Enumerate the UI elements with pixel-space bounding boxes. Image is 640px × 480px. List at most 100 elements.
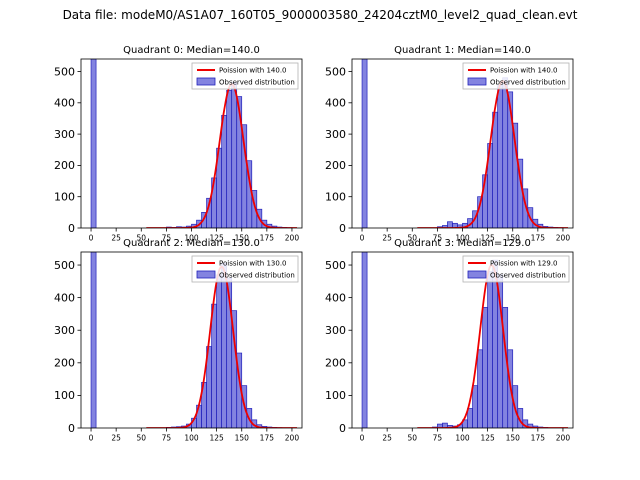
hist-bar <box>467 408 473 428</box>
x-tick-label: 50 <box>136 434 146 443</box>
hist-bar <box>472 385 478 428</box>
hist-bar <box>502 77 509 228</box>
y-tick-label: 300 <box>54 324 75 337</box>
x-tick-label: 125 <box>480 434 495 443</box>
x-tick-label: 0 <box>360 434 365 443</box>
x-tick-label: 75 <box>162 234 172 243</box>
plot-area <box>90 59 297 228</box>
hist-bar <box>221 263 228 428</box>
hist-bar <box>90 59 97 228</box>
hist-bar <box>492 111 499 228</box>
figure-title: Data file: modeM0/AS1A07_160T05_90000035… <box>62 8 578 22</box>
y-tick-label: 0 <box>339 422 346 435</box>
subplot-title: Quadrant 3: Median=129.0 <box>394 238 531 249</box>
x-tick-label: 150 <box>235 434 250 443</box>
quadrant-3-plot: Quadrant 3: Median=129.0 0 25 50 75 100 125 15… <box>325 238 574 443</box>
x-tick-label: 25 <box>111 234 121 243</box>
x-tick-label: 25 <box>111 434 121 443</box>
y-tick-label: 400 <box>325 291 346 304</box>
x-tick-label: 75 <box>433 234 443 243</box>
x-tick-label: 175 <box>531 434 546 443</box>
y-tick-label: 0 <box>68 422 75 435</box>
x-tick-label: 150 <box>506 234 521 243</box>
x-tick-label: 200 <box>285 234 300 243</box>
hist-bar <box>211 303 217 428</box>
x-tick-label: 75 <box>162 434 172 443</box>
x-tick-label: 0 <box>89 234 94 243</box>
y-tick-label: 500 <box>54 259 75 272</box>
x-tick-label: 175 <box>260 234 275 243</box>
y-tick-label: 200 <box>54 357 75 370</box>
hist-bar <box>497 85 504 228</box>
hist-bar <box>90 252 97 428</box>
legend-curve-label: Poission with 140.0 <box>490 67 558 75</box>
y-tick-label: 400 <box>54 97 75 110</box>
y-tick-label: 0 <box>68 222 75 235</box>
legend-curve-label: Poission with 130.0 <box>219 260 287 268</box>
x-tick-label: 150 <box>506 434 521 443</box>
y-tick-label: 0 <box>339 222 346 235</box>
x-tick-label: 75 <box>433 434 443 443</box>
y-tick-label: 200 <box>325 159 346 172</box>
y-tick-label: 300 <box>54 128 75 141</box>
poisson-curve <box>146 82 297 228</box>
x-tick-label: 125 <box>209 434 224 443</box>
subplot-title: Quadrant 1: Median=140.0 <box>394 45 531 56</box>
legend-hist-sample <box>467 77 487 86</box>
quadrant-2-plot: Quadrant 2: Median=130.0 0 25 50 75 100 125 15… <box>54 238 303 443</box>
x-tick-label: 100 <box>184 234 199 243</box>
x-tick-label: 0 <box>89 434 94 443</box>
x-tick-label: 125 <box>480 234 495 243</box>
y-tick-label: 100 <box>54 191 75 204</box>
legend-hist-label: Observed distribution <box>490 79 566 87</box>
hist-bar <box>477 349 483 428</box>
x-tick-label: 50 <box>136 234 146 243</box>
x-tick-label: 50 <box>407 234 417 243</box>
y-tick-label: 400 <box>325 97 346 110</box>
hist-bar <box>216 274 222 428</box>
y-tick-label: 200 <box>54 159 75 172</box>
x-tick-label: 200 <box>285 434 300 443</box>
quadrant-1-plot: Quadrant 1: Median=140.0 0 25 50 75 100 125 15… <box>325 45 574 243</box>
hist-bar <box>221 114 228 228</box>
y-tick-label: 100 <box>325 389 346 402</box>
y-tick-label: 400 <box>54 291 75 304</box>
y-tick-label: 300 <box>325 324 346 337</box>
y-tick-label: 500 <box>325 259 346 272</box>
x-tick-label: 200 <box>556 434 571 443</box>
x-tick-label: 50 <box>407 434 417 443</box>
hist-bar <box>487 271 493 428</box>
hist-bar <box>517 408 524 428</box>
x-tick-label: 0 <box>360 234 365 243</box>
hist-bar <box>231 82 238 228</box>
x-tick-label: 150 <box>235 234 250 243</box>
x-tick-label: 175 <box>260 434 275 443</box>
hist-bar <box>226 89 233 228</box>
x-tick-label: 100 <box>455 234 470 243</box>
legend-hist-sample <box>196 270 216 279</box>
hist-bar <box>482 307 488 428</box>
legend-curve-label: Poission with 140.0 <box>219 67 287 75</box>
x-tick-label: 25 <box>382 434 392 443</box>
hist-bar <box>447 221 453 228</box>
legend-hist-label: Observed distribution <box>219 272 295 280</box>
x-tick-label: 175 <box>531 234 546 243</box>
quadrant-0-plot: Quadrant 0: Median=140.0 0 25 50 75 100 125 15… <box>54 45 303 243</box>
legend-hist-sample <box>196 77 216 86</box>
x-tick-label: 100 <box>184 434 199 443</box>
hist-bar <box>361 252 368 428</box>
x-tick-label: 125 <box>209 234 224 243</box>
y-tick-label: 100 <box>54 389 75 402</box>
legend-curve-label: Poission with 129.0 <box>490 260 558 268</box>
legend-hist-sample <box>467 270 487 279</box>
hist-bar <box>361 59 368 228</box>
subplot-title: Quadrant 2: Median=130.0 <box>123 238 260 249</box>
x-tick-label: 200 <box>556 234 571 243</box>
poisson-curve <box>417 79 568 228</box>
y-tick-label: 300 <box>325 128 346 141</box>
x-tick-label: 25 <box>382 234 392 243</box>
y-tick-label: 200 <box>325 357 346 370</box>
legend-hist-label: Observed distribution <box>219 79 295 87</box>
y-tick-label: 500 <box>54 65 75 78</box>
